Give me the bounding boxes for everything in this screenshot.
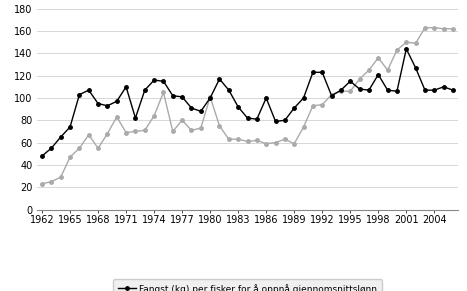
Fangst (kg) per fisker	[77, 146, 82, 150]
Fangst (kg) per fisker	[301, 125, 306, 129]
Fangst (kg) per fisker for å oppnå gjennomsnittslønn	[226, 88, 232, 92]
Fangst (kg) per fisker	[179, 118, 185, 122]
Fangst (kg) per fisker	[170, 130, 176, 133]
Fangst (kg) per fisker	[49, 180, 54, 183]
Fangst (kg) per fisker for å oppnå gjennomsnittslønn	[170, 94, 176, 97]
Fangst (kg) per fisker	[226, 137, 232, 141]
Fangst (kg) per fisker	[338, 90, 344, 93]
Fangst (kg) per fisker	[189, 129, 194, 132]
Fangst (kg) per fisker for å oppnå gjennomsnittslønn	[217, 77, 222, 81]
Fangst (kg) per fisker	[291, 142, 297, 146]
Fangst (kg) per fisker	[375, 56, 381, 60]
Fangst (kg) per fisker	[329, 93, 334, 96]
Fangst (kg) per fisker for å oppnå gjennomsnittslønn	[301, 96, 306, 100]
Fangst (kg) per fisker for å oppnå gjennomsnittslønn	[151, 78, 157, 82]
Fangst (kg) per fisker for å oppnå gjennomsnittslønn	[413, 66, 418, 70]
Fangst (kg) per fisker for å oppnå gjennomsnittslønn	[441, 85, 446, 88]
Fangst (kg) per fisker	[310, 104, 316, 108]
Fangst (kg) per fisker	[403, 40, 409, 44]
Fangst (kg) per fisker for å oppnå gjennomsnittslønn	[282, 118, 288, 122]
Fangst (kg) per fisker for å oppnå gjennomsnittslønn	[95, 102, 101, 105]
Fangst (kg) per fisker for å oppnå gjennomsnittslønn	[347, 79, 353, 83]
Fangst (kg) per fisker	[432, 26, 437, 29]
Fangst (kg) per fisker for å oppnå gjennomsnittslønn	[86, 88, 92, 92]
Fangst (kg) per fisker for å oppnå gjennomsnittslønn	[133, 116, 138, 120]
Fangst (kg) per fisker	[86, 133, 92, 136]
Line: Fangst (kg) per fisker for å oppnå gjennomsnittslønn: Fangst (kg) per fisker for å oppnå gjenn…	[40, 47, 455, 158]
Fangst (kg) per fisker	[347, 90, 353, 93]
Fangst (kg) per fisker	[319, 103, 325, 107]
Fangst (kg) per fisker	[357, 77, 362, 81]
Fangst (kg) per fisker	[254, 139, 260, 142]
Fangst (kg) per fisker for å oppnå gjennomsnittslønn	[114, 100, 120, 103]
Fangst (kg) per fisker	[235, 137, 241, 141]
Fangst (kg) per fisker for å oppnå gjennomsnittslønn	[432, 88, 437, 92]
Fangst (kg) per fisker for å oppnå gjennomsnittslønn	[422, 88, 428, 92]
Line: Fangst (kg) per fisker: Fangst (kg) per fisker	[40, 26, 455, 186]
Fangst (kg) per fisker	[142, 129, 148, 132]
Fangst (kg) per fisker	[394, 48, 400, 52]
Fangst (kg) per fisker	[151, 114, 157, 118]
Fangst (kg) per fisker	[366, 68, 372, 72]
Legend: Fangst (kg) per fisker for å oppnå gjennomsnittslønn, Fangst (kg) per fisker: Fangst (kg) per fisker for å oppnå gjenn…	[113, 279, 382, 291]
Fangst (kg) per fisker	[441, 27, 446, 31]
Fangst (kg) per fisker	[58, 175, 64, 179]
Fangst (kg) per fisker for å oppnå gjennomsnittslønn	[263, 96, 269, 100]
Fangst (kg) per fisker for å oppnå gjennomsnittslønn	[161, 79, 166, 83]
Fangst (kg) per fisker	[450, 27, 456, 31]
Fangst (kg) per fisker for å oppnå gjennomsnittslønn	[403, 47, 409, 51]
Fangst (kg) per fisker for å oppnå gjennomsnittslønn	[310, 70, 316, 74]
Fangst (kg) per fisker	[245, 140, 250, 143]
Fangst (kg) per fisker	[67, 155, 73, 159]
Fangst (kg) per fisker	[161, 91, 166, 94]
Fangst (kg) per fisker for å oppnå gjennomsnittslønn	[207, 96, 213, 100]
Fangst (kg) per fisker	[273, 141, 278, 144]
Fangst (kg) per fisker	[95, 146, 101, 150]
Fangst (kg) per fisker for å oppnå gjennomsnittslønn	[77, 93, 82, 96]
Fangst (kg) per fisker for å oppnå gjennomsnittslønn	[58, 135, 64, 139]
Fangst (kg) per fisker	[413, 42, 418, 45]
Fangst (kg) per fisker for å oppnå gjennomsnittslønn	[67, 125, 73, 129]
Fangst (kg) per fisker	[198, 126, 204, 130]
Fangst (kg) per fisker	[422, 26, 428, 29]
Fangst (kg) per fisker for å oppnå gjennomsnittslønn	[245, 116, 250, 120]
Fangst (kg) per fisker for å oppnå gjennomsnittslønn	[319, 70, 325, 74]
Fangst (kg) per fisker	[123, 131, 129, 134]
Fangst (kg) per fisker for å oppnå gjennomsnittslønn	[189, 106, 194, 110]
Fangst (kg) per fisker	[263, 142, 269, 146]
Fangst (kg) per fisker for å oppnå gjennomsnittslønn	[254, 117, 260, 121]
Fangst (kg) per fisker	[114, 115, 120, 119]
Fangst (kg) per fisker for å oppnå gjennomsnittslønn	[366, 88, 372, 92]
Fangst (kg) per fisker for å oppnå gjennomsnittslønn	[179, 95, 185, 99]
Fangst (kg) per fisker for å oppnå gjennomsnittslønn	[385, 88, 390, 92]
Fangst (kg) per fisker for å oppnå gjennomsnittslønn	[291, 106, 297, 110]
Fangst (kg) per fisker for å oppnå gjennomsnittslønn	[39, 154, 45, 158]
Fangst (kg) per fisker for å oppnå gjennomsnittslønn	[329, 94, 334, 97]
Fangst (kg) per fisker	[105, 132, 110, 135]
Fangst (kg) per fisker for å oppnå gjennomsnittslønn	[357, 87, 362, 91]
Fangst (kg) per fisker for å oppnå gjennomsnittslønn	[273, 120, 278, 123]
Fangst (kg) per fisker for å oppnå gjennomsnittslønn	[105, 104, 110, 108]
Fangst (kg) per fisker for å oppnå gjennomsnittslønn	[394, 90, 400, 93]
Fangst (kg) per fisker for å oppnå gjennomsnittslønn	[235, 105, 241, 109]
Fangst (kg) per fisker	[385, 68, 390, 72]
Fangst (kg) per fisker	[207, 95, 213, 99]
Fangst (kg) per fisker for å oppnå gjennomsnittslønn	[338, 88, 344, 92]
Fangst (kg) per fisker for å oppnå gjennomsnittslønn	[450, 88, 456, 92]
Fangst (kg) per fisker for å oppnå gjennomsnittslønn	[142, 88, 148, 92]
Fangst (kg) per fisker	[217, 124, 222, 128]
Fangst (kg) per fisker	[282, 137, 288, 141]
Fangst (kg) per fisker	[39, 182, 45, 186]
Fangst (kg) per fisker	[133, 130, 138, 133]
Fangst (kg) per fisker for å oppnå gjennomsnittslønn	[375, 73, 381, 76]
Fangst (kg) per fisker for å oppnå gjennomsnittslønn	[123, 85, 129, 88]
Fangst (kg) per fisker for å oppnå gjennomsnittslønn	[198, 110, 204, 113]
Fangst (kg) per fisker for å oppnå gjennomsnittslønn	[49, 146, 54, 150]
